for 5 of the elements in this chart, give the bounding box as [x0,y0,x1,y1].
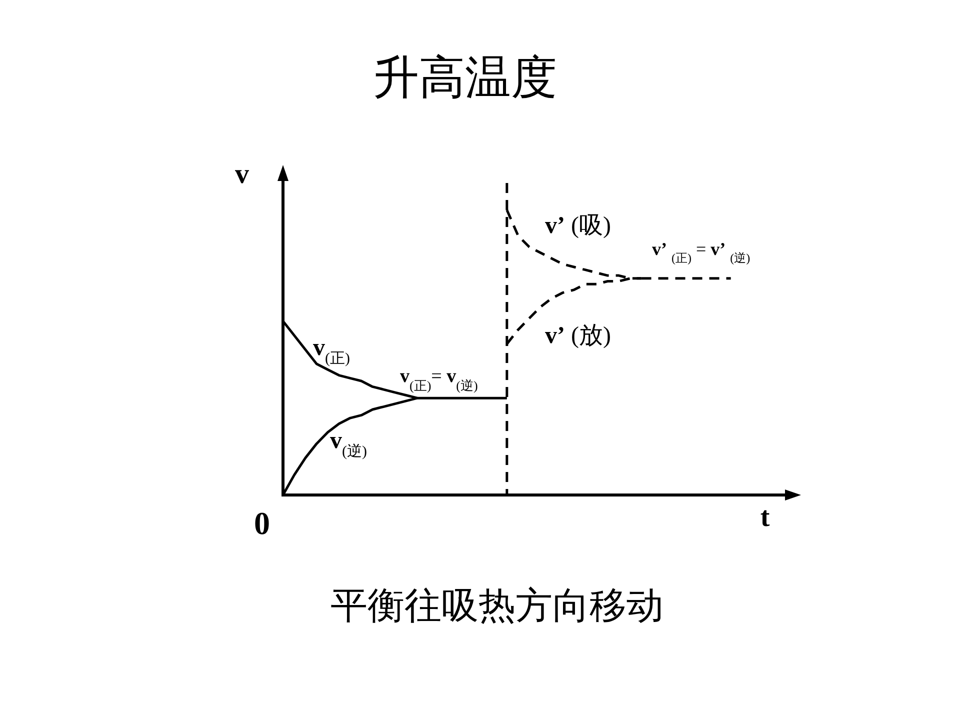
xlabel: t [760,502,770,533]
ylabel: v [235,159,249,190]
title: 升高温度 [373,52,557,103]
annotation: 0 [254,505,270,541]
annotation: 平衡往吸热方向移动 [330,586,664,627]
